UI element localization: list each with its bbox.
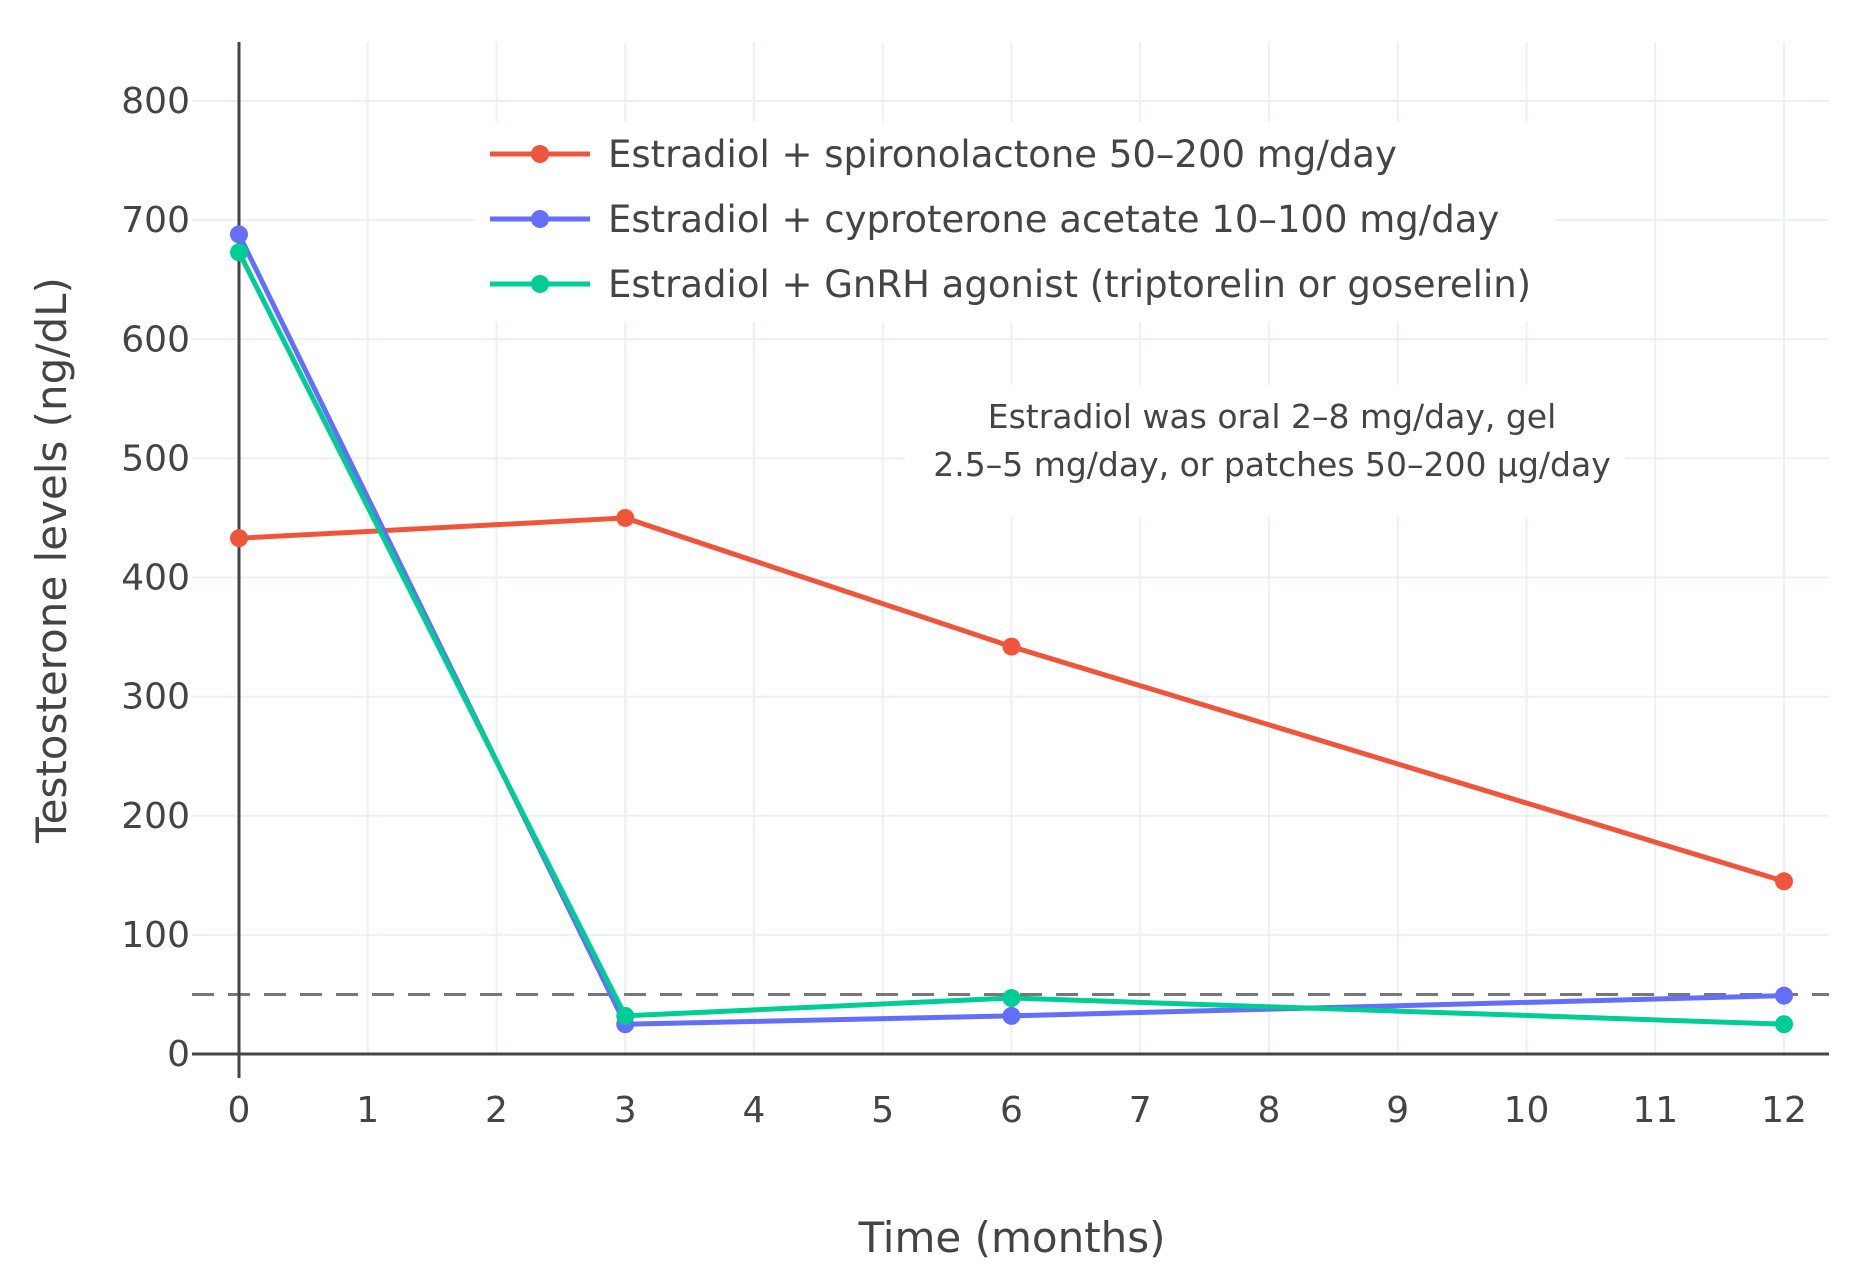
data-point — [230, 529, 248, 548]
legend-swatch-marker — [531, 275, 549, 293]
x-tick-label: 1 — [356, 1090, 379, 1131]
data-point — [230, 243, 248, 262]
annotation-background — [905, 385, 1625, 517]
x-tick-label: 4 — [743, 1090, 766, 1131]
x-tick-label: 7 — [1129, 1090, 1152, 1131]
series-0 — [230, 508, 1793, 891]
y-tick-label: 700 — [121, 200, 190, 241]
data-point — [616, 508, 635, 527]
y-tick-label: 600 — [121, 319, 190, 360]
legend-swatch-marker — [531, 210, 549, 228]
data-point — [230, 225, 248, 244]
series-line — [238, 515, 1785, 884]
data-point — [1775, 1015, 1793, 1034]
data-point — [1775, 986, 1793, 1005]
y-axis-title: Testosterone levels (ng/dL) — [27, 277, 76, 844]
x-tick-label: 0 — [228, 1090, 251, 1131]
legend-label: Estradiol + cyproterone acetate 10–100 m… — [608, 198, 1499, 241]
y-tick-label: 800 — [121, 81, 190, 122]
series-line — [236, 251, 1785, 1027]
x-tick-label: 11 — [1632, 1090, 1678, 1131]
legend-label: Estradiol + spironolactone 50–200 mg/day — [608, 133, 1397, 176]
x-tick-label: 3 — [614, 1090, 637, 1131]
data-point — [1775, 872, 1793, 891]
y-tick-label: 0 — [167, 1034, 190, 1075]
x-tick-label: 6 — [1000, 1090, 1023, 1131]
annotation-text: 2.5–5 mg/day, or patches 50–200 µg/day — [933, 445, 1610, 484]
data-point — [1002, 989, 1021, 1008]
x-tick-label: 8 — [1258, 1090, 1281, 1131]
data-point — [1002, 637, 1021, 656]
data-point — [1002, 1006, 1021, 1025]
annotation-text: Estradiol was oral 2–8 mg/day, gel — [988, 397, 1557, 436]
legend-background — [475, 122, 1555, 322]
data-point — [616, 1006, 635, 1025]
legend-label: Estradiol + GnRH agonist (triptorelin or… — [608, 263, 1531, 306]
series-2 — [230, 243, 1793, 1034]
y-tick-label: 200 — [121, 796, 190, 837]
legend: Estradiol + spironolactone 50–200 mg/day… — [475, 122, 1555, 322]
x-tick-label: 2 — [485, 1090, 508, 1131]
y-tick-label: 300 — [121, 677, 190, 718]
y-tick-label: 500 — [121, 438, 190, 479]
x-tick-label: 9 — [1386, 1090, 1409, 1131]
x-tick-label: 5 — [871, 1090, 894, 1131]
x-tick-label: 10 — [1504, 1090, 1550, 1131]
series-group — [230, 225, 1793, 1034]
y-tick-label: 400 — [121, 558, 190, 599]
legend-swatch-marker — [531, 145, 549, 163]
annotation: Estradiol was oral 2–8 mg/day, gel 2.5–5 … — [905, 385, 1625, 517]
x-axis-title: Time (months) — [857, 1213, 1165, 1262]
y-tick-label: 100 — [121, 915, 190, 956]
x-tick-label: 12 — [1761, 1090, 1807, 1131]
axes: 0 1 2 3 4 5 6 7 8 9 10 11 12010020030040050060070080… — [121, 42, 1829, 1131]
